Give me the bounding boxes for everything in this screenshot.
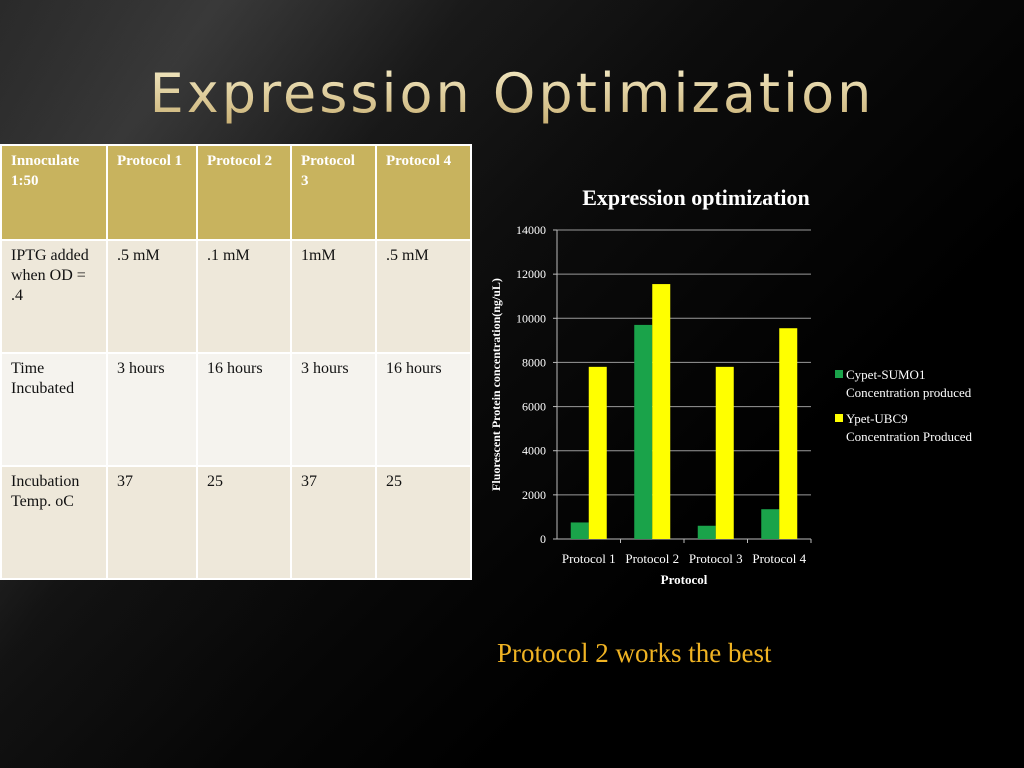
table-header-row: Innoculate 1:50 Protocol 1 Protocol 2 Pr… [0, 144, 472, 241]
bar [634, 324, 653, 539]
slide-title: Expression Optimization [0, 62, 1024, 125]
bar [588, 366, 607, 539]
bar [652, 284, 671, 539]
y-tick-label: 2000 [522, 488, 546, 502]
table-cell: 37 [106, 465, 198, 580]
table-cell: Time Incubated [0, 352, 108, 467]
legend-label: Ypet-UBC9 Concentration Produced [846, 411, 972, 444]
bar [779, 328, 798, 539]
table-header-cell: Protocol 4 [375, 144, 472, 241]
bar [715, 366, 734, 539]
table-cell: 25 [375, 465, 472, 580]
legend-swatch [835, 370, 843, 378]
table-row: Time Incubated 3 hours 16 hours 3 hours … [0, 352, 472, 467]
conclusion-text: Protocol 2 works the best [497, 638, 772, 668]
table-cell: IPTG added when OD = .4 [0, 239, 108, 354]
table-cell: 37 [290, 465, 377, 580]
y-tick-label: 12000 [516, 267, 546, 281]
table-cell: .5 mM [106, 239, 198, 354]
legend-swatch [835, 414, 843, 422]
x-tick-label: Protocol 1 [562, 551, 616, 566]
y-tick-label: 8000 [522, 355, 546, 369]
table-cell: .1 mM [196, 239, 292, 354]
y-tick-label: 10000 [516, 311, 546, 325]
expression-bar-chart: Expression optimization 0 2000 4000 6000 8000… [489, 185, 972, 587]
table-cell: Incubation Temp. oC [0, 465, 108, 580]
bar [570, 522, 589, 539]
table-header-cell: Protocol 2 [196, 144, 292, 241]
table-cell: 16 hours [196, 352, 292, 467]
table-cell: .5 mM [375, 239, 472, 354]
y-tick-label: 14000 [516, 223, 546, 237]
table-cell: 3 hours [106, 352, 198, 467]
x-tick-label: Protocol 2 [625, 551, 679, 566]
table-cell: 3 hours [290, 352, 377, 467]
table-cell: 1mM [290, 239, 377, 354]
x-tick-label: Protocol 4 [752, 551, 806, 566]
y-tick-label: 0 [540, 532, 546, 546]
table-header-cell: Protocol 3 [290, 144, 377, 241]
table-cell: 25 [196, 465, 292, 580]
x-tick-label: Protocol 3 [689, 551, 743, 566]
y-axis-label: Fluorescent Protein concentration(ng/uL) [489, 278, 503, 491]
table-header-cell: Innoculate 1:50 [0, 144, 108, 241]
table-cell: 16 hours [375, 352, 472, 467]
x-axis-label: Protocol [661, 572, 708, 587]
table-row: Incubation Temp. oC 37 25 37 25 [0, 465, 472, 580]
bar [697, 525, 716, 539]
protocol-table: Innoculate 1:50 Protocol 1 Protocol 2 Pr… [0, 144, 472, 580]
chart-title: Expression optimization [582, 185, 810, 210]
y-tick-label: 4000 [522, 444, 546, 458]
table-row: IPTG added when OD = .4 .5 mM .1 mM 1mM … [0, 239, 472, 354]
table-header-cell: Protocol 1 [106, 144, 198, 241]
bar [761, 509, 780, 539]
y-tick-label: 6000 [522, 400, 546, 414]
legend-label: Cypet-SUMO1 Concentration produced [846, 367, 972, 400]
